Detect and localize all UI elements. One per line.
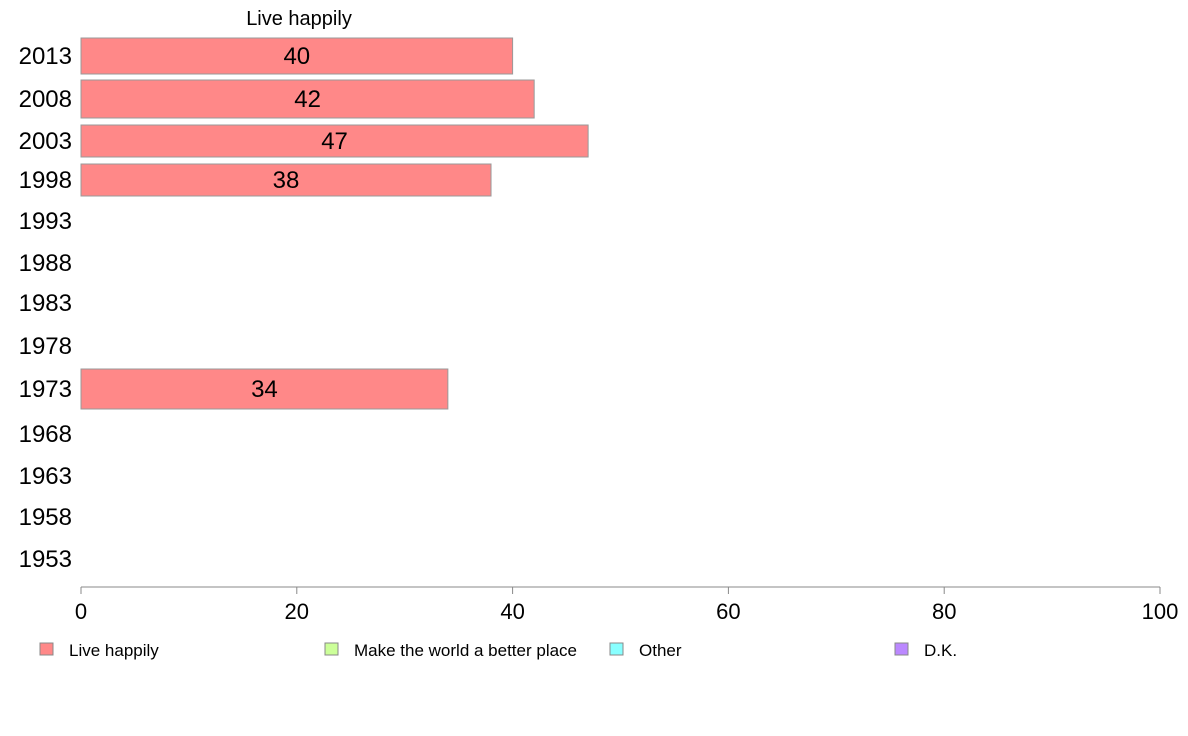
y-tick-label-2013: 2013 (19, 43, 72, 70)
legend-label-2: Other (639, 641, 682, 660)
legend-label-0: Live happily (69, 641, 159, 660)
x-tick-label-0: 0 (75, 599, 87, 624)
bar-2003-series-0 (80, 124, 589, 158)
legend-swatch-2 (609, 642, 624, 656)
bar-2008-series-0 (80, 79, 535, 119)
y-tick-label-1983: 1983 (19, 290, 72, 317)
bar-1973-series-0 (80, 368, 449, 410)
bars (80, 37, 589, 410)
chart-title: Live happily (246, 8, 352, 30)
y-tick-label-1973: 1973 (19, 376, 72, 403)
x-tick-label-60: 60 (716, 599, 740, 624)
bar-label-1973-series-0: 34 (251, 376, 278, 403)
y-tick-label-1958: 1958 (19, 504, 72, 531)
y-tick-label-1988: 1988 (19, 250, 72, 277)
bar-label-2003-series-0: 47 (321, 128, 348, 155)
bar-2013-series-0 (80, 37, 514, 75)
y-axis: 2013 2008 2003 1998 1993 1988 1983 1978 1973 1968… (19, 43, 72, 573)
bar-label-1998-series-0: 38 (273, 167, 300, 194)
x-tick-label-20: 20 (285, 599, 309, 624)
y-tick-label-1993: 1993 (19, 208, 72, 235)
legend: Live happily Make the world a better plac… (39, 641, 957, 660)
y-tick-label-1968: 1968 (19, 421, 72, 448)
legend-label-3: D.K. (924, 641, 957, 660)
y-tick-label-1978: 1978 (19, 333, 72, 360)
y-tick-label-1953: 1953 (19, 546, 72, 573)
bar-1998-series-0 (80, 163, 492, 197)
legend-label-1: Make the world a better place (354, 641, 577, 660)
y-tick-label-2008: 2008 (19, 86, 72, 113)
x-tick-label-80: 80 (932, 599, 956, 624)
legend-swatch-1 (324, 642, 339, 656)
y-tick-label-1963: 1963 (19, 463, 72, 490)
x-tick-label-40: 40 (500, 599, 524, 624)
y-tick-label-1998: 1998 (19, 167, 72, 194)
legend-swatch-3 (894, 642, 909, 656)
x-axis: 0 20 40 60 80 100 (75, 586, 1179, 624)
bar-label-2008-series-0: 42 (294, 86, 321, 113)
y-tick-label-2003: 2003 (19, 128, 72, 155)
bar-label-2013-series-0: 40 (283, 43, 310, 70)
legend-swatch-0 (39, 642, 54, 656)
x-tick-label-100: 100 (1142, 599, 1179, 624)
